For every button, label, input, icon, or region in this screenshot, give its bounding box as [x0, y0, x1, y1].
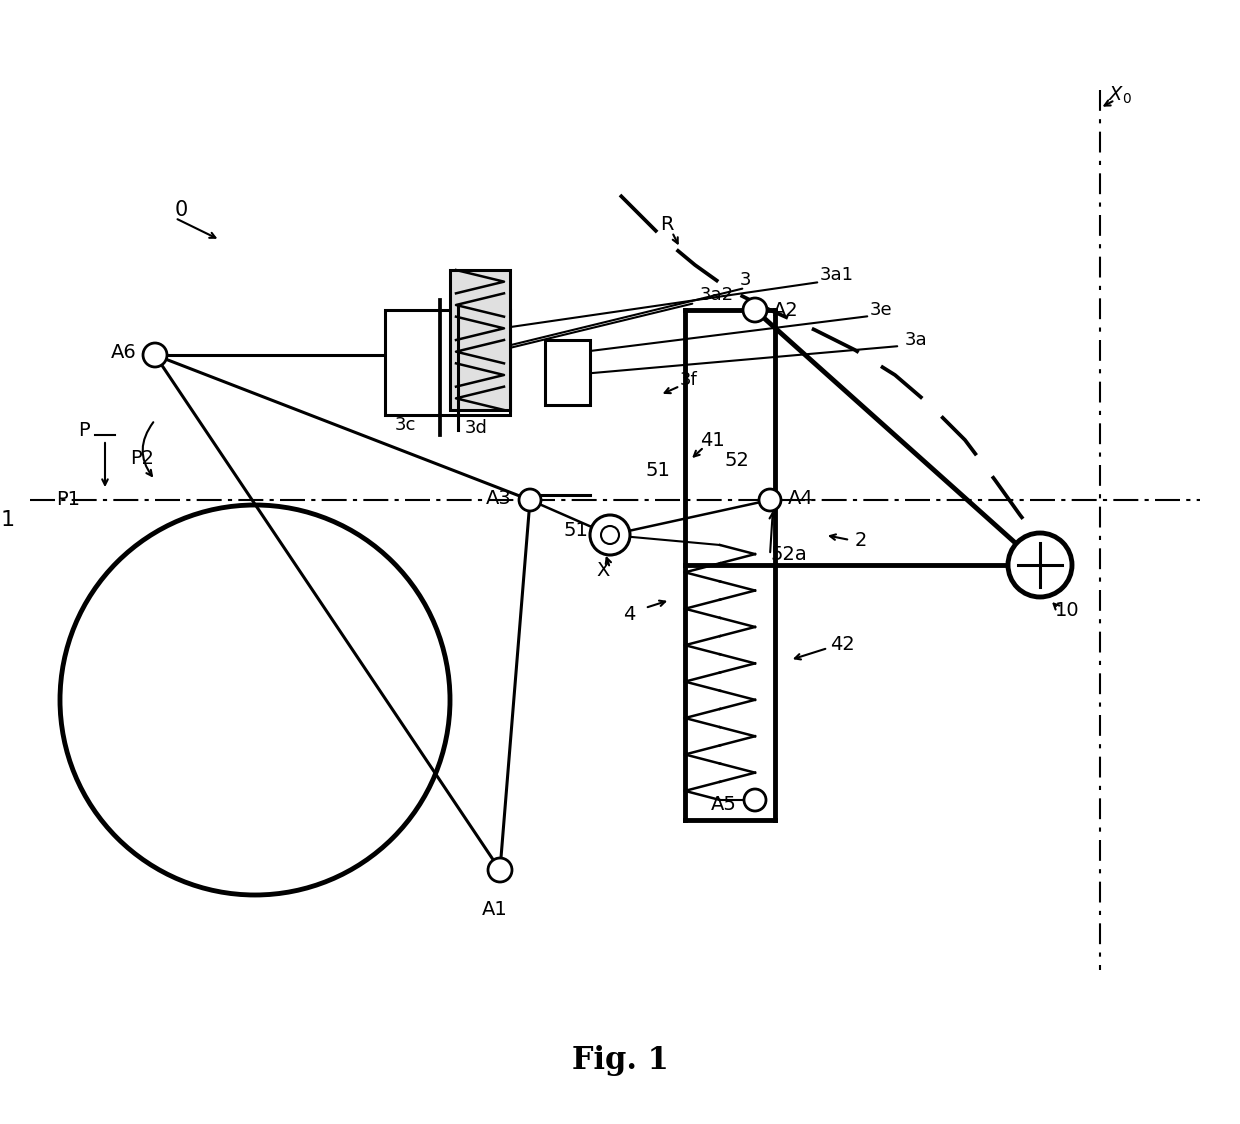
Text: 3d: 3d [465, 419, 487, 437]
Text: 3a: 3a [905, 330, 928, 348]
Circle shape [1008, 533, 1073, 597]
Text: 2: 2 [856, 531, 867, 550]
Text: 0: 0 [175, 200, 188, 220]
Text: A1: A1 [482, 900, 508, 919]
Text: 3a1: 3a1 [820, 266, 854, 284]
Text: 41: 41 [701, 430, 724, 450]
Text: Fig. 1: Fig. 1 [572, 1044, 668, 1076]
Text: P: P [78, 420, 91, 439]
Text: A5: A5 [711, 796, 737, 815]
Text: 3c: 3c [396, 416, 417, 434]
Text: 1: 1 [1, 510, 15, 531]
Text: 51: 51 [645, 461, 670, 480]
Circle shape [744, 789, 766, 812]
Text: 3: 3 [740, 271, 751, 289]
Text: A4: A4 [787, 489, 813, 508]
Text: P2: P2 [130, 448, 154, 468]
Circle shape [143, 343, 167, 368]
Text: 10: 10 [1055, 600, 1080, 619]
Text: P1: P1 [56, 490, 81, 509]
Text: 3e: 3e [870, 301, 893, 319]
Text: 4: 4 [622, 606, 635, 625]
Bar [384, 310, 510, 415]
Text: 3a2: 3a2 [701, 285, 734, 303]
Text: $X_0$: $X_0$ [1109, 84, 1132, 106]
Text: A2: A2 [773, 300, 799, 319]
Text: 42: 42 [830, 635, 854, 654]
Circle shape [520, 489, 541, 511]
Circle shape [489, 858, 512, 882]
Circle shape [759, 489, 781, 511]
Bar [546, 339, 590, 405]
Text: R: R [660, 216, 673, 235]
Bar [450, 270, 510, 410]
Text: 52: 52 [725, 451, 750, 470]
Text: X: X [596, 561, 610, 580]
Text: A3: A3 [486, 489, 512, 508]
Circle shape [601, 526, 619, 544]
Text: 3f: 3f [680, 371, 698, 389]
Text: 51a: 51a [563, 520, 600, 540]
Text: A6: A6 [112, 343, 136, 362]
Circle shape [743, 298, 768, 321]
Text: 52a: 52a [770, 545, 807, 564]
Circle shape [590, 515, 630, 555]
